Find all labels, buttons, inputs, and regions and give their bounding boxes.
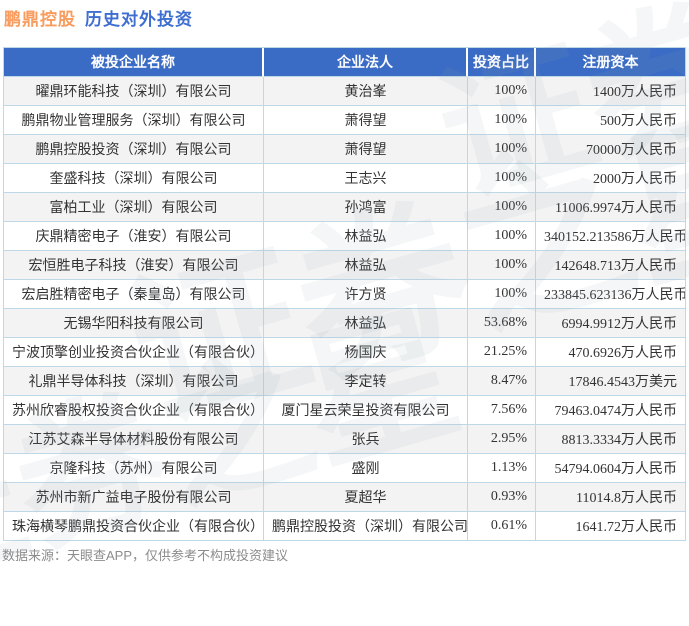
legal-person-cell: 张兵 bbox=[264, 425, 468, 454]
header-invested-company: 被投企业名称 bbox=[4, 48, 264, 77]
company-name-cell: 曜鼎环能科技（深圳）有限公司 bbox=[4, 77, 264, 106]
company-name-cell: 富柏工业（深圳）有限公司 bbox=[4, 193, 264, 222]
registered-capital-cell: 11006.9974万人民币 bbox=[536, 193, 685, 222]
company-name-cell: 奎盛科技（深圳）有限公司 bbox=[4, 164, 264, 193]
registered-capital-cell: 340152.213586万人民币 bbox=[536, 222, 685, 251]
company-name-label: 鹏鼎控股 bbox=[4, 10, 76, 29]
table-row: 宏启胜精密电子（秦皇岛）有限公司 许方贤 100% 233845.623136万… bbox=[4, 280, 685, 309]
company-name-cell: 鹏鼎控股投资（深圳）有限公司 bbox=[4, 135, 264, 164]
legal-person-cell: 林益弘 bbox=[264, 251, 468, 280]
table-row: 庆鼎精密电子（淮安）有限公司 林益弘 100% 340152.213586万人民… bbox=[4, 222, 685, 251]
company-name-cell: 鹏鼎物业管理服务（深圳）有限公司 bbox=[4, 106, 264, 135]
report-type-label: 历史对外投资 bbox=[85, 10, 193, 29]
table-row: 奎盛科技（深圳）有限公司 王志兴 100% 2000万人民币 bbox=[4, 164, 685, 193]
registered-capital-cell: 17846.4543万美元 bbox=[536, 367, 685, 396]
investment-ratio-cell: 100% bbox=[468, 164, 536, 193]
legal-person-cell: 萧得望 bbox=[264, 135, 468, 164]
table-row: 江苏艾森半导体材料股份有限公司 张兵 2.95% 8813.3334万人民币 bbox=[4, 425, 685, 454]
investment-ratio-cell: 0.61% bbox=[468, 512, 536, 540]
registered-capital-cell: 11014.8万人民币 bbox=[536, 483, 685, 512]
legal-person-cell: 夏超华 bbox=[264, 483, 468, 512]
legal-person-cell: 林益弘 bbox=[264, 309, 468, 338]
legal-person-cell: 王志兴 bbox=[264, 164, 468, 193]
table-row: 曜鼎环能科技（深圳）有限公司 黄治峯 100% 1400万人民币 bbox=[4, 77, 685, 106]
table-row: 宏恒胜电子科技（淮安）有限公司 林益弘 100% 142648.713万人民币 bbox=[4, 251, 685, 280]
company-name-cell: 宁波顶擎创业投资合伙企业（有限合伙） bbox=[4, 338, 264, 367]
investment-ratio-cell: 8.47% bbox=[468, 367, 536, 396]
investment-ratio-cell: 53.68% bbox=[468, 309, 536, 338]
table-row: 珠海横琴鹏鼎投资合伙企业（有限合伙） 鹏鼎控股投资（深圳）有限公司 0.61% … bbox=[4, 512, 685, 540]
table-row: 鹏鼎控股投资（深圳）有限公司 萧得望 100% 70000万人民币 bbox=[4, 135, 685, 164]
legal-person-cell: 林益弘 bbox=[264, 222, 468, 251]
table-row: 宁波顶擎创业投资合伙企业（有限合伙） 杨国庆 21.25% 470.6926万人… bbox=[4, 338, 685, 367]
data-source-note: 数据来源：天眼查APP，仅供参考不构成投资建议 bbox=[2, 548, 289, 563]
investment-ratio-cell: 100% bbox=[468, 251, 536, 280]
table-row: 苏州欣睿股权投资合伙企业（有限合伙） 厦门星云荣呈投资有限公司 7.56% 79… bbox=[4, 396, 685, 425]
company-name-cell: 苏州欣睿股权投资合伙企业（有限合伙） bbox=[4, 396, 264, 425]
table-row: 鹏鼎物业管理服务（深圳）有限公司 萧得望 100% 500万人民币 bbox=[4, 106, 685, 135]
investment-ratio-cell: 7.56% bbox=[468, 396, 536, 425]
legal-person-cell: 萧得望 bbox=[264, 106, 468, 135]
investment-ratio-cell: 0.93% bbox=[468, 483, 536, 512]
registered-capital-cell: 1641.72万人民币 bbox=[536, 512, 685, 540]
investment-table: 被投企业名称 企业法人 投资占比 注册资本 曜鼎环能科技（深圳）有限公司 黄治峯… bbox=[3, 47, 686, 541]
investment-ratio-cell: 100% bbox=[468, 135, 536, 164]
registered-capital-cell: 70000万人民币 bbox=[536, 135, 685, 164]
header-registered-capital: 注册资本 bbox=[536, 48, 685, 77]
company-name-cell: 庆鼎精密电子（淮安）有限公司 bbox=[4, 222, 264, 251]
table-row: 无锡华阳科技有限公司 林益弘 53.68% 6994.9912万人民币 bbox=[4, 309, 685, 338]
registered-capital-cell: 2000万人民币 bbox=[536, 164, 685, 193]
legal-person-cell: 厦门星云荣呈投资有限公司 bbox=[264, 396, 468, 425]
legal-person-cell: 鹏鼎控股投资（深圳）有限公司 bbox=[264, 512, 468, 540]
company-name-cell: 礼鼎半导体科技（深圳）有限公司 bbox=[4, 367, 264, 396]
investment-ratio-cell: 100% bbox=[468, 280, 536, 309]
table-body: 曜鼎环能科技（深圳）有限公司 黄治峯 100% 1400万人民币 鹏鼎物业管理服… bbox=[4, 77, 685, 540]
registered-capital-cell: 233845.623136万人民币 bbox=[536, 280, 685, 309]
company-name-cell: 无锡华阳科技有限公司 bbox=[4, 309, 264, 338]
header-legal-person: 企业法人 bbox=[264, 48, 468, 77]
table-row: 礼鼎半导体科技（深圳）有限公司 李定转 8.47% 17846.4543万美元 bbox=[4, 367, 685, 396]
legal-person-cell: 盛刚 bbox=[264, 454, 468, 483]
registered-capital-cell: 79463.0474万人民币 bbox=[536, 396, 685, 425]
company-name-cell: 宏启胜精密电子（秦皇岛）有限公司 bbox=[4, 280, 264, 309]
legal-person-cell: 黄治峯 bbox=[264, 77, 468, 106]
registered-capital-cell: 1400万人民币 bbox=[536, 77, 685, 106]
table-header: 被投企业名称 企业法人 投资占比 注册资本 bbox=[4, 48, 685, 77]
company-name-cell: 江苏艾森半导体材料股份有限公司 bbox=[4, 425, 264, 454]
company-name-cell: 珠海横琴鹏鼎投资合伙企业（有限合伙） bbox=[4, 512, 264, 540]
legal-person-cell: 李定转 bbox=[264, 367, 468, 396]
investment-ratio-cell: 21.25% bbox=[468, 338, 536, 367]
investment-ratio-cell: 100% bbox=[468, 193, 536, 222]
investment-ratio-cell: 2.95% bbox=[468, 425, 536, 454]
table-row: 富柏工业（深圳）有限公司 孙鸿富 100% 11006.9974万人民币 bbox=[4, 193, 685, 222]
table-row: 苏州市新广益电子股份有限公司 夏超华 0.93% 11014.8万人民币 bbox=[4, 483, 685, 512]
investment-ratio-cell: 100% bbox=[468, 222, 536, 251]
company-name-cell: 宏恒胜电子科技（淮安）有限公司 bbox=[4, 251, 264, 280]
registered-capital-cell: 54794.0604万人民币 bbox=[536, 454, 685, 483]
legal-person-cell: 许方贤 bbox=[264, 280, 468, 309]
registered-capital-cell: 500万人民币 bbox=[536, 106, 685, 135]
investment-ratio-cell: 100% bbox=[468, 106, 536, 135]
investment-ratio-cell: 100% bbox=[468, 77, 536, 106]
registered-capital-cell: 6994.9912万人民币 bbox=[536, 309, 685, 338]
company-name-cell: 苏州市新广益电子股份有限公司 bbox=[4, 483, 264, 512]
legal-person-cell: 杨国庆 bbox=[264, 338, 468, 367]
company-name-cell: 京隆科技（苏州）有限公司 bbox=[4, 454, 264, 483]
page-title: 鹏鼎控股 历史对外投资 bbox=[4, 5, 193, 30]
legal-person-cell: 孙鸿富 bbox=[264, 193, 468, 222]
registered-capital-cell: 8813.3334万人民币 bbox=[536, 425, 685, 454]
registered-capital-cell: 470.6926万人民币 bbox=[536, 338, 685, 367]
table-row: 京隆科技（苏州）有限公司 盛刚 1.13% 54794.0604万人民币 bbox=[4, 454, 685, 483]
registered-capital-cell: 142648.713万人民币 bbox=[536, 251, 685, 280]
header-investment-ratio: 投资占比 bbox=[468, 48, 536, 77]
investment-ratio-cell: 1.13% bbox=[468, 454, 536, 483]
